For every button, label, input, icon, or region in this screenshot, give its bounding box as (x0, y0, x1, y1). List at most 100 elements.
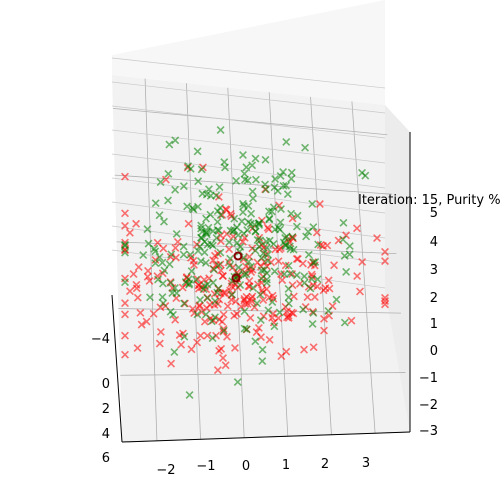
x-grid-line (351, 101, 376, 434)
scatter-point (242, 163, 251, 172)
scatter-point (246, 219, 255, 228)
scatter-point (201, 310, 210, 319)
scatter-point (352, 224, 361, 233)
scatter-point (292, 254, 301, 263)
scatter-point (159, 279, 167, 288)
scatter-point (226, 286, 235, 295)
y-axis-line (111, 294, 123, 443)
scatter-point (132, 280, 141, 289)
scatter-point (121, 209, 129, 218)
scatter-point (298, 259, 307, 268)
scatter-point (144, 239, 153, 248)
tick-labels: −2 −1 0 1 2 3 −4 0 2 4 6 −3 −2 −1 0 1 2 3 4 5 (91, 206, 438, 478)
z-tick-label: 5 (430, 206, 438, 221)
scatter-point (270, 183, 279, 192)
scatter-point (356, 287, 364, 296)
data-points (121, 126, 389, 399)
scatter-point (259, 249, 268, 258)
scatter-point (185, 391, 194, 399)
scatter-point (381, 300, 389, 309)
scatter-point (284, 299, 293, 308)
scatter-point (211, 297, 220, 306)
chart-title: Iteration: 15, Purity % (358, 193, 500, 208)
scatter-point (265, 236, 274, 245)
scatter-point (121, 238, 129, 247)
scatter-point (159, 244, 168, 253)
scatter-point (125, 228, 134, 237)
scatter-point (121, 240, 129, 249)
scatter-point (268, 298, 277, 306)
scatter-point (257, 333, 265, 342)
scatter-point (238, 237, 247, 246)
scatter-point (236, 281, 245, 289)
scatter-point (215, 183, 224, 192)
scatter-point (258, 357, 267, 366)
scatter-point (373, 234, 382, 243)
x-tick-label: 1 (282, 458, 290, 473)
scatter-point (156, 178, 165, 187)
z-grid-line (111, 81, 386, 114)
axis-lines (111, 132, 411, 443)
z-grid-line (111, 225, 386, 264)
scatter-point (220, 289, 229, 297)
scatter-point (203, 294, 212, 303)
scatter-point (242, 325, 251, 334)
scatter-point (381, 247, 389, 256)
scatter-point (292, 271, 301, 280)
scatter-point (180, 299, 189, 308)
scatter-point (285, 242, 294, 251)
scatter-point (270, 322, 279, 331)
scatter-point (287, 209, 296, 218)
scatter-point (288, 214, 297, 223)
z-grid-line (111, 177, 386, 214)
scatter-point (246, 313, 255, 322)
scatter-point (306, 284, 315, 293)
scatter-point (134, 263, 143, 271)
scatter-point (230, 214, 239, 223)
scatter-point (287, 168, 296, 177)
scatter-point (253, 299, 261, 308)
scatter-point (121, 331, 129, 340)
scatter-point (202, 230, 211, 239)
scatter-point (213, 288, 222, 297)
scatter-point (234, 263, 243, 272)
scatter-point (313, 275, 322, 284)
scatter-point (303, 293, 312, 302)
scatter-point (194, 281, 203, 290)
scatter-point (312, 228, 321, 237)
scatter-point (171, 243, 180, 252)
scatter-point (170, 348, 179, 357)
scatter-point (179, 242, 188, 251)
scatter-point (255, 221, 264, 229)
scatter-point (165, 260, 174, 269)
scatter-point (219, 354, 227, 363)
scatter-point (240, 324, 249, 333)
scatter-point (189, 256, 198, 265)
scatter-point (308, 272, 317, 281)
scatter-point (194, 177, 203, 186)
scatter-point (284, 284, 293, 293)
scatter-point (262, 243, 271, 252)
scatter-point (277, 352, 286, 361)
scatter-point (309, 343, 318, 352)
x-tick-label: −1 (196, 459, 215, 474)
scatter-point (231, 343, 239, 352)
scatter-point (347, 316, 356, 325)
scatter-point (164, 169, 173, 178)
y-grid-line (120, 372, 406, 376)
scatter-point (212, 233, 221, 242)
scatter-point (330, 261, 339, 270)
scatter-point (133, 344, 142, 353)
scatter-point (167, 359, 176, 368)
scatter-point (184, 219, 193, 228)
scatter-point (193, 147, 202, 156)
scatter-point (287, 174, 296, 183)
scatter-point (196, 257, 205, 266)
scatter-point (146, 293, 154, 302)
scatter-point (282, 137, 291, 146)
scatter-point (299, 305, 308, 314)
scatter-point (246, 262, 255, 271)
scatter-point (203, 280, 212, 289)
scatter-point (304, 227, 313, 236)
scatter-point (240, 294, 249, 303)
